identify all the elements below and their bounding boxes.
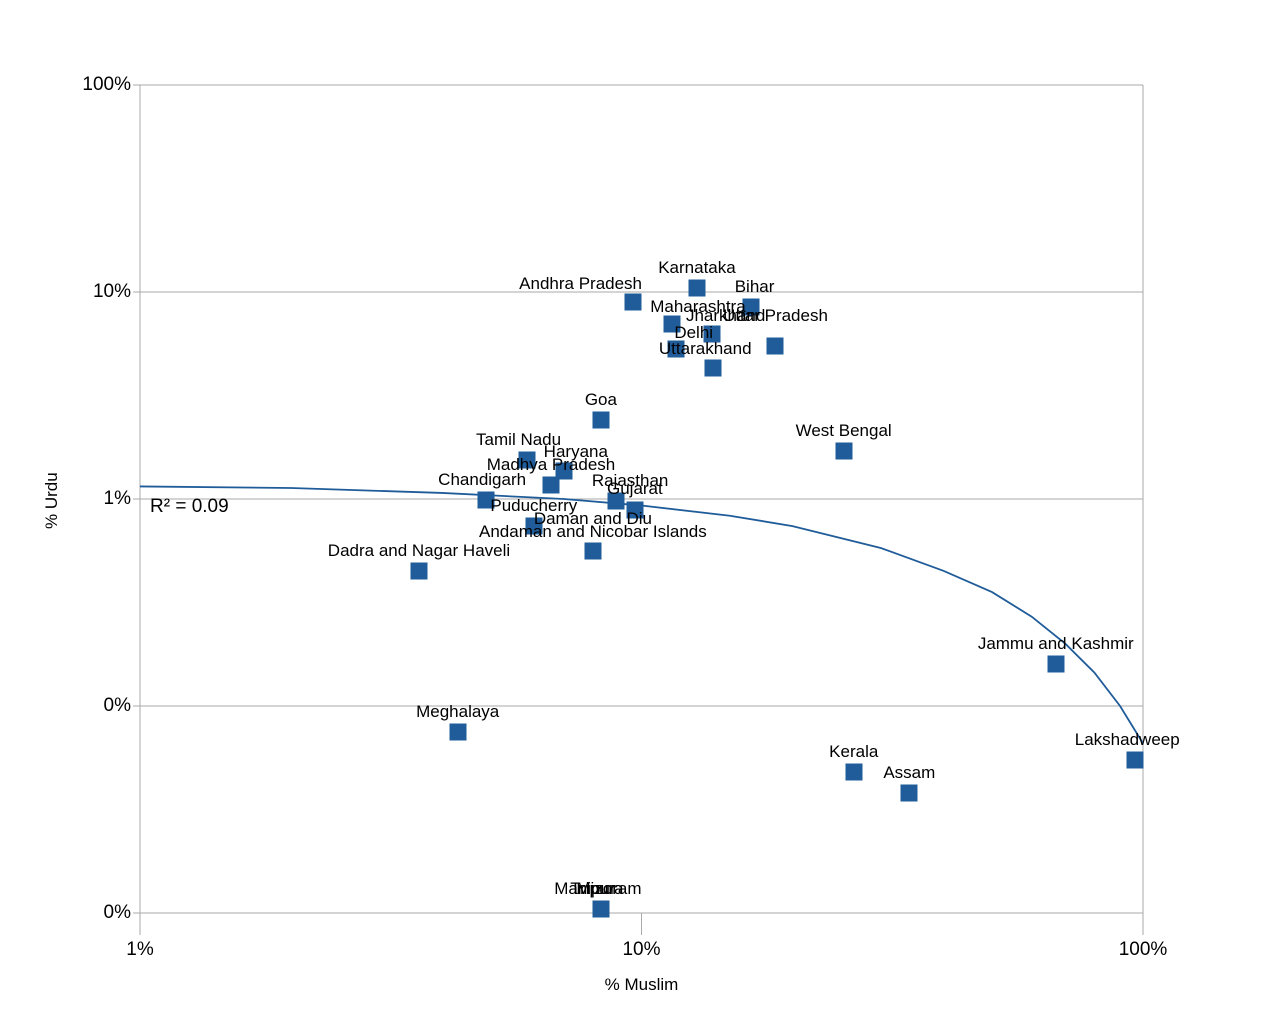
data-point-label: Andhra Pradesh xyxy=(519,274,643,294)
data-point-label: West Bengal xyxy=(795,421,892,441)
data-point-marker[interactable] xyxy=(592,411,610,429)
data-point-marker[interactable] xyxy=(525,517,543,535)
data-point-label: Jharkhand xyxy=(685,305,766,325)
data-point-marker[interactable] xyxy=(704,359,722,377)
data-point-marker[interactable] xyxy=(607,492,625,510)
tick-marks xyxy=(133,84,1144,935)
data-point-marker[interactable] xyxy=(584,542,602,560)
data-point-marker[interactable] xyxy=(477,491,495,509)
x-axis-tick-label: 100% xyxy=(1118,939,1168,960)
data-point-marker[interactable] xyxy=(845,763,863,781)
data-point-marker[interactable] xyxy=(1126,751,1144,769)
x-axis-tick-label: 10% xyxy=(622,939,661,960)
data-point-label: Manipur xyxy=(554,878,616,898)
y-axis-tick-label: 100% xyxy=(82,74,131,95)
data-point-label: Tamil Nadu xyxy=(476,429,562,449)
data-point-label: Uttar Pradesh xyxy=(723,305,828,325)
data-point-marker[interactable] xyxy=(663,315,681,333)
data-point-label: Karnataka xyxy=(658,257,736,277)
x-axis-title: % Muslim xyxy=(604,975,679,994)
y-axis-tick-label: 1% xyxy=(103,488,131,509)
data-point-label: Lakshadweep xyxy=(1074,729,1180,749)
data-point-marker[interactable] xyxy=(518,451,536,469)
data-point-label: Maharashtra xyxy=(650,297,746,317)
data-point-marker[interactable] xyxy=(703,325,721,343)
data-point-label: Tripura xyxy=(570,878,624,898)
data-point-label: Bihar xyxy=(734,276,775,296)
data-point-marker[interactable] xyxy=(542,476,560,494)
data-point-label: Meghalaya xyxy=(416,701,500,721)
data-point-label: Puducherry xyxy=(490,496,578,516)
data-point-label: Chandigarh xyxy=(438,469,527,489)
data-point-marker[interactable] xyxy=(835,442,853,460)
data-point-label: Madhya Pradesh xyxy=(486,454,616,474)
data-point-marker[interactable] xyxy=(667,340,685,358)
r-squared-annotation: R² = 0.09 xyxy=(150,496,229,517)
data-point-marker[interactable] xyxy=(900,784,918,802)
data-point-label: Mizoram xyxy=(576,878,642,898)
data-point-label: Gujarat xyxy=(606,479,663,499)
data-point-label: Rajasthan xyxy=(591,470,669,490)
data-point-label: Dadra and Nagar Haveli xyxy=(327,540,511,560)
data-point-marker[interactable] xyxy=(449,723,467,741)
gridlines xyxy=(140,84,1143,914)
data-point-marker[interactable] xyxy=(766,337,784,355)
data-point-label: Andaman and Nicobar Islands xyxy=(479,522,707,542)
data-point-label: Uttarakhand xyxy=(658,338,752,358)
data-point-marker[interactable] xyxy=(742,298,760,316)
data-point-label: Assam xyxy=(883,762,936,782)
data-point-label: Kerala xyxy=(829,741,879,761)
y-axis-tick-label: 0% xyxy=(103,902,131,923)
data-point-marker[interactable] xyxy=(688,279,706,297)
x-axis-tick-label: 1% xyxy=(126,939,154,960)
data-point-marker[interactable] xyxy=(624,293,642,311)
y-axis-title: % Urdu xyxy=(42,472,61,529)
data-point-marker[interactable] xyxy=(592,900,610,918)
data-point-label: Delhi xyxy=(674,323,714,343)
axis-frame xyxy=(139,85,1144,935)
data-point-label: Goa xyxy=(584,390,617,410)
data-point-marker[interactable] xyxy=(410,562,428,580)
data-point-label: Haryana xyxy=(543,441,608,461)
y-axis-tick-label: 10% xyxy=(92,281,131,302)
data-point-marker[interactable] xyxy=(555,462,573,480)
data-point-label: Jammu and Kashmir xyxy=(977,633,1134,653)
y-axis-tick-label: 0% xyxy=(103,695,131,716)
data-point-label: Daman and Diu xyxy=(533,509,652,529)
data-point-marker[interactable] xyxy=(1047,655,1065,673)
data-point-marker[interactable] xyxy=(626,501,644,519)
